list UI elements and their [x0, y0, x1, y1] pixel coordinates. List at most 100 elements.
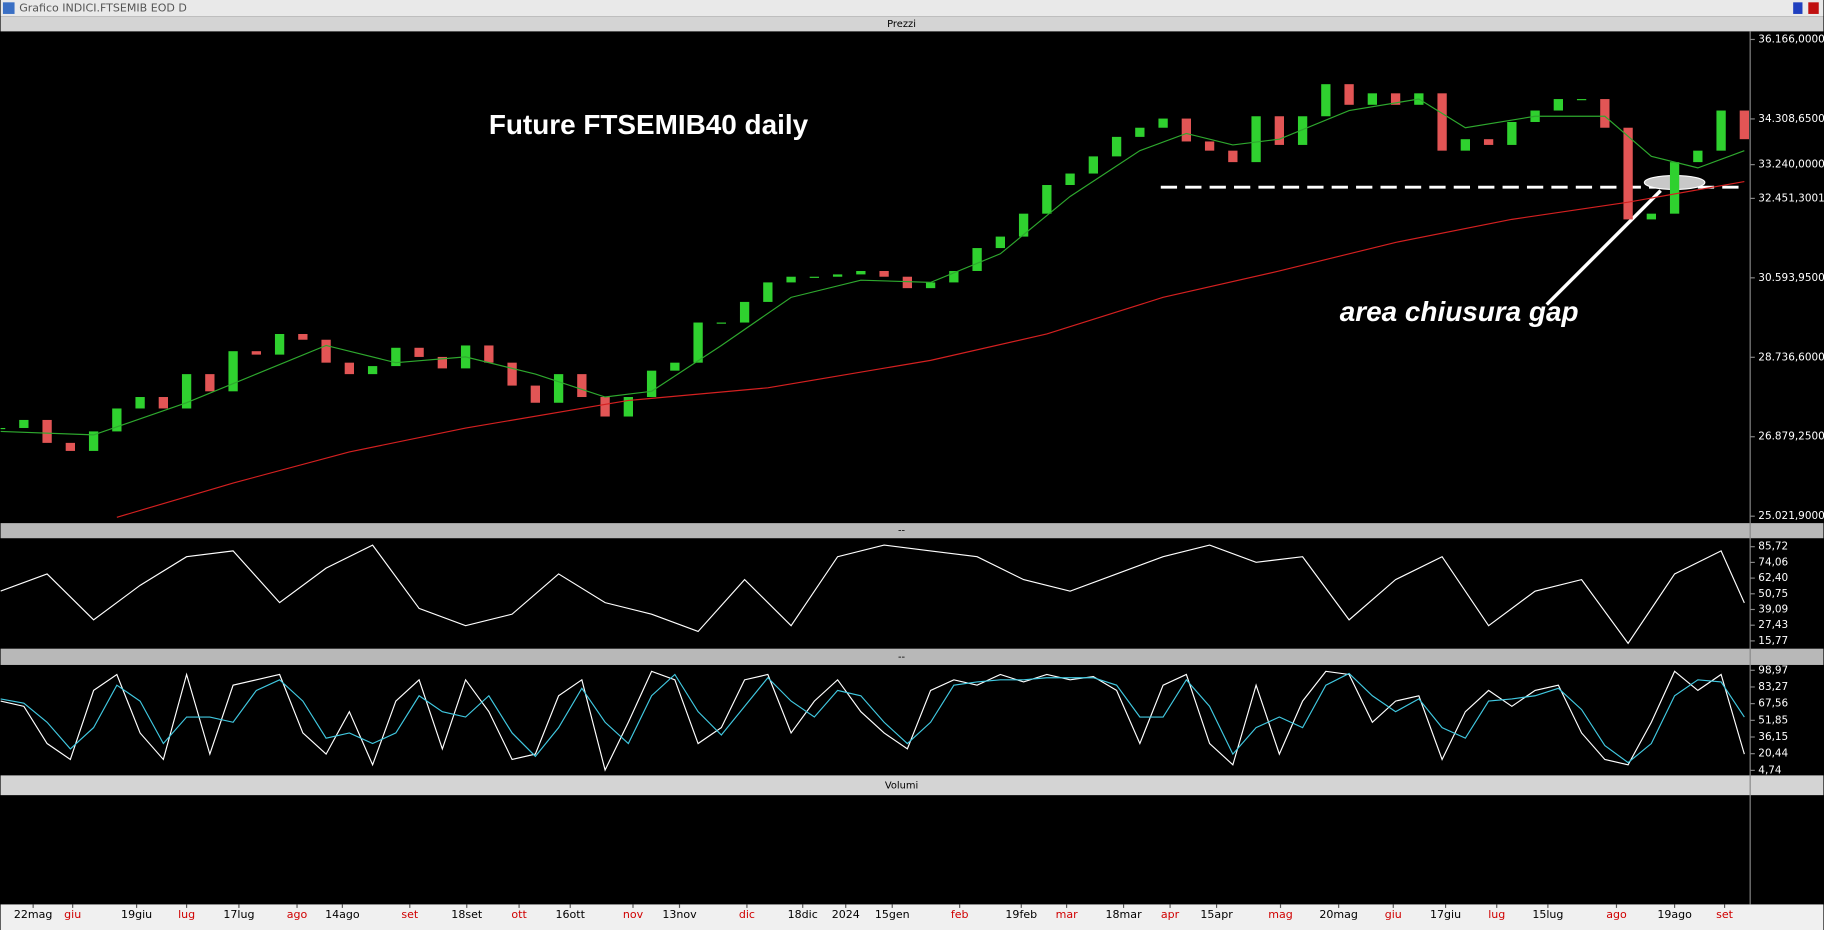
y-tick-label: 62,40	[1758, 572, 1788, 584]
candle	[1297, 116, 1308, 145]
candle	[1111, 136, 1122, 157]
candle	[925, 282, 936, 289]
candle	[972, 248, 982, 271]
candle	[716, 322, 726, 324]
candle	[367, 366, 378, 375]
panel-title: --	[898, 526, 906, 537]
x-tick-label: 18set	[451, 908, 483, 921]
x-tick-label: 19feb	[1005, 908, 1037, 921]
candle	[1483, 139, 1494, 145]
candle	[1693, 150, 1703, 163]
y-tick-label: 36.166,0000	[1758, 33, 1824, 45]
candle	[530, 385, 540, 403]
x-tick-label: 2024	[832, 908, 860, 921]
y-tick-label: 67,56	[1758, 698, 1788, 710]
y-tick-label: 51,85	[1758, 714, 1788, 726]
x-tick-label: giu	[64, 908, 81, 921]
y-tick-label: 32.451,3001	[1758, 192, 1824, 204]
x-tick-label: lug	[1488, 908, 1505, 921]
candle	[856, 270, 866, 275]
window-title: Grafico INDICI.FTSEMIB EOD D	[19, 2, 187, 15]
moving-average	[116, 181, 1745, 518]
x-tick-label: mag	[1268, 908, 1293, 921]
x-tick-label: ago	[287, 908, 308, 921]
candle	[763, 282, 773, 302]
x-tick-label: 17giu	[1430, 908, 1461, 921]
y-tick-label: 15,77	[1758, 635, 1788, 647]
x-tick-label: 20mag	[1319, 908, 1358, 921]
candle	[391, 347, 401, 367]
window-button[interactable]	[1808, 2, 1819, 14]
plot-area	[0, 84, 1749, 518]
panel-header	[0, 16, 1824, 32]
x-tick-label: 16ott	[556, 908, 586, 921]
y-tick-label: 39,09	[1758, 603, 1788, 615]
candle	[414, 347, 424, 357]
y-tick-label: 83,27	[1758, 681, 1788, 693]
y-tick-label: 85,72	[1758, 541, 1788, 553]
chart-title: Future FTSEMIB40 daily	[489, 109, 809, 140]
y-tick-label: 25.021,9000	[1758, 510, 1824, 522]
candle	[181, 374, 192, 409]
candle	[693, 322, 703, 363]
y-tick-label: 30.593,9500	[1758, 272, 1824, 284]
candle	[228, 351, 238, 392]
candle	[1018, 213, 1029, 237]
candle	[739, 301, 750, 323]
x-tick-label: 13nov	[662, 908, 697, 921]
y-tick-label: 26.879,2500	[1758, 431, 1824, 443]
candle	[879, 270, 889, 277]
candle	[88, 431, 99, 451]
candle	[949, 270, 959, 283]
candle	[205, 374, 215, 392]
candle	[623, 397, 633, 417]
x-tick-label: 22mag	[14, 908, 53, 921]
indicator-line	[0, 672, 1745, 764]
candle	[1228, 150, 1238, 163]
candle	[1135, 127, 1145, 137]
x-tick-label: 18mar	[1106, 908, 1143, 921]
candle	[646, 370, 657, 398]
x-tick-label: 17lug	[223, 908, 254, 921]
window-button[interactable]	[1793, 2, 1803, 14]
x-tick-label: nov	[623, 908, 644, 921]
x-tick-label: 14ago	[325, 908, 360, 921]
candle	[1274, 116, 1284, 145]
candle	[577, 374, 587, 398]
x-tick-label: 15lug	[1532, 908, 1563, 921]
x-tick-label: lug	[178, 908, 195, 921]
panel-header	[0, 523, 1824, 539]
candle	[1739, 110, 1749, 140]
panel-title: --	[898, 652, 906, 663]
x-tick-label: ott	[511, 908, 527, 921]
y-tick-label: 36,15	[1758, 731, 1788, 743]
candle	[1669, 162, 1680, 214]
candle	[1042, 185, 1052, 214]
candle	[1623, 127, 1633, 220]
candle	[1321, 84, 1331, 117]
y-tick-label: 28.736,6000	[1758, 351, 1824, 363]
candle	[507, 362, 517, 386]
candle	[158, 397, 168, 409]
plot-area	[0, 670, 1745, 772]
candle	[670, 362, 680, 371]
x-tick-label: apr	[1161, 908, 1180, 921]
x-tick-label: ago	[1606, 908, 1627, 921]
candle	[902, 276, 912, 289]
candle	[1158, 118, 1168, 128]
candle	[1390, 93, 1401, 105]
candle	[42, 419, 52, 443]
x-tick-label: set	[401, 908, 419, 921]
candle	[65, 442, 75, 451]
candle	[1251, 116, 1261, 163]
candle	[1181, 118, 1191, 142]
candle	[112, 408, 122, 432]
y-tick-label: 74,06	[1758, 556, 1788, 568]
candle	[484, 345, 494, 363]
candle	[1437, 93, 1447, 151]
candle	[437, 356, 447, 369]
y-tick-label: 50,75	[1758, 588, 1788, 600]
candle	[786, 276, 796, 283]
y-tick-label: 34.308,6500	[1758, 113, 1824, 125]
x-tick-label: 18dic	[788, 908, 818, 921]
